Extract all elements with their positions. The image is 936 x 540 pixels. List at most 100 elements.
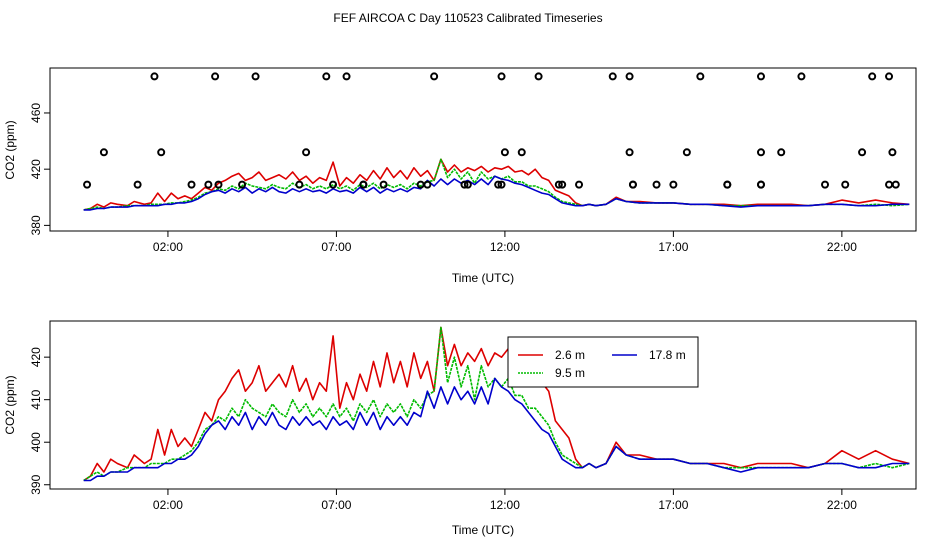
flagged-point — [302, 148, 311, 157]
flagged-point — [251, 72, 260, 81]
flagged-point — [379, 180, 388, 189]
top-y-tick-label: 460 — [29, 103, 43, 123]
flagged-point — [494, 180, 503, 189]
flagged-point — [83, 180, 92, 189]
bot-x-tick-label: 22:00 — [827, 498, 857, 512]
bottom-y-axis-label: CO2 (ppm) — [3, 375, 17, 434]
flagged-point — [463, 180, 472, 189]
flagged-point — [608, 72, 617, 81]
bottom-series-lines — [83, 326, 910, 482]
chart-title: FEF AIRCOA C Day 110523 Calibrated Times… — [333, 11, 602, 25]
flagged-point — [669, 180, 678, 189]
flagged-point — [682, 148, 691, 157]
flagged-point — [342, 72, 351, 81]
flagged-point — [497, 72, 506, 81]
flagged-point — [625, 148, 634, 157]
flagged-point — [295, 180, 304, 189]
legend-label-17-8m: 17.8 m — [649, 348, 686, 362]
flagged-point — [500, 148, 509, 157]
flagged-point — [841, 180, 850, 189]
flagged-point — [628, 180, 637, 189]
flagged-point — [214, 180, 223, 189]
bot-y-tick-label: 390 — [29, 474, 43, 494]
flagged-point — [558, 180, 567, 189]
top-series-line-17-8-m — [83, 175, 910, 211]
flagged-point — [359, 180, 368, 189]
flagged-point — [756, 148, 765, 157]
flagged-point — [756, 72, 765, 81]
flagged-point — [211, 72, 220, 81]
legend-label-9-5m: 9.5 m — [555, 366, 585, 380]
flagged-point — [554, 180, 563, 189]
flagged-point — [133, 180, 142, 189]
bot-y-tick-label: 420 — [29, 347, 43, 367]
flagged-point — [777, 148, 786, 157]
bot-series-line-17-8-m — [83, 377, 910, 482]
flagged-point — [329, 180, 338, 189]
flagged-point — [891, 180, 900, 189]
top-series-line-9-5-m — [83, 158, 910, 211]
flagged-point — [888, 148, 897, 157]
top-x-tick-label: 17:00 — [658, 240, 688, 254]
flagged-point — [430, 72, 439, 81]
flagged-point — [150, 72, 159, 81]
bot-y-tick-label: 410 — [29, 389, 43, 409]
flagged-point — [157, 148, 166, 157]
flagged-point — [797, 72, 806, 81]
top-x-tick-label: 07:00 — [321, 240, 351, 254]
bot-series-line-9-5-m — [83, 326, 910, 482]
top-series-lines — [83, 158, 910, 211]
flagged-point — [238, 180, 247, 189]
bot-x-tick-label: 12:00 — [490, 498, 520, 512]
legend: 2.6 m 9.5 m 17.8 m — [507, 336, 699, 388]
flagged-point — [885, 180, 894, 189]
flagged-point — [99, 148, 108, 157]
top-x-tick-label: 02:00 — [153, 240, 183, 254]
flagged-point — [821, 180, 830, 189]
bot-series-line-2-6-m — [83, 326, 910, 482]
flagged-point — [460, 180, 469, 189]
top-x-tick-label: 12:00 — [490, 240, 520, 254]
flagged-point — [497, 180, 506, 189]
top-y-tick-label: 380 — [29, 215, 43, 235]
flagged-point — [625, 72, 634, 81]
legend-label-2-6m: 2.6 m — [555, 348, 585, 362]
flagged-point — [858, 148, 867, 157]
top-y-axis-label: CO2 (ppm) — [3, 120, 17, 179]
flagged-point — [423, 180, 432, 189]
flagged-point — [534, 72, 543, 81]
top-x-axis-label: Time (UTC) — [452, 271, 514, 285]
bottom-panel: 02:00 07:00 12:00 17:00 22:00 390 400 410 420 T… — [3, 320, 917, 537]
bot-x-tick-label: 07:00 — [321, 498, 351, 512]
flagged-point — [652, 180, 661, 189]
flagged-point — [187, 180, 196, 189]
top-x-axis: 02:00 07:00 12:00 17:00 22:00 — [153, 231, 857, 254]
flagged-point — [868, 72, 877, 81]
top-panel: 02:00 07:00 12:00 17:00 22:00 380 420 460 Time… — [3, 67, 917, 285]
flagged-point — [756, 180, 765, 189]
bottom-x-axis: 02:00 07:00 12:00 17:00 22:00 — [153, 489, 857, 512]
top-plot-frame — [49, 67, 917, 232]
bottom-x-axis-label: Time (UTC) — [452, 523, 514, 537]
flagged-point — [322, 72, 331, 81]
top-x-tick-label: 22:00 — [827, 240, 857, 254]
top-y-tick-label: 420 — [29, 159, 43, 179]
flagged-point — [575, 180, 584, 189]
flagged-point — [696, 72, 705, 81]
top-series-line-2-6-m — [83, 158, 910, 211]
top-flagged-points — [83, 72, 900, 189]
flagged-point — [723, 180, 732, 189]
bot-x-tick-label: 02:00 — [153, 498, 183, 512]
flagged-point — [204, 180, 213, 189]
legend-box — [507, 336, 699, 388]
flagged-point — [517, 148, 526, 157]
bottom-y-axis: 390 400 410 420 — [29, 347, 50, 495]
bot-y-tick-label: 400 — [29, 432, 43, 452]
flagged-point — [416, 180, 425, 189]
bot-x-tick-label: 17:00 — [658, 498, 688, 512]
bottom-plot-frame — [49, 320, 917, 490]
top-y-axis: 380 420 460 — [29, 103, 50, 235]
flagged-point — [885, 72, 894, 81]
